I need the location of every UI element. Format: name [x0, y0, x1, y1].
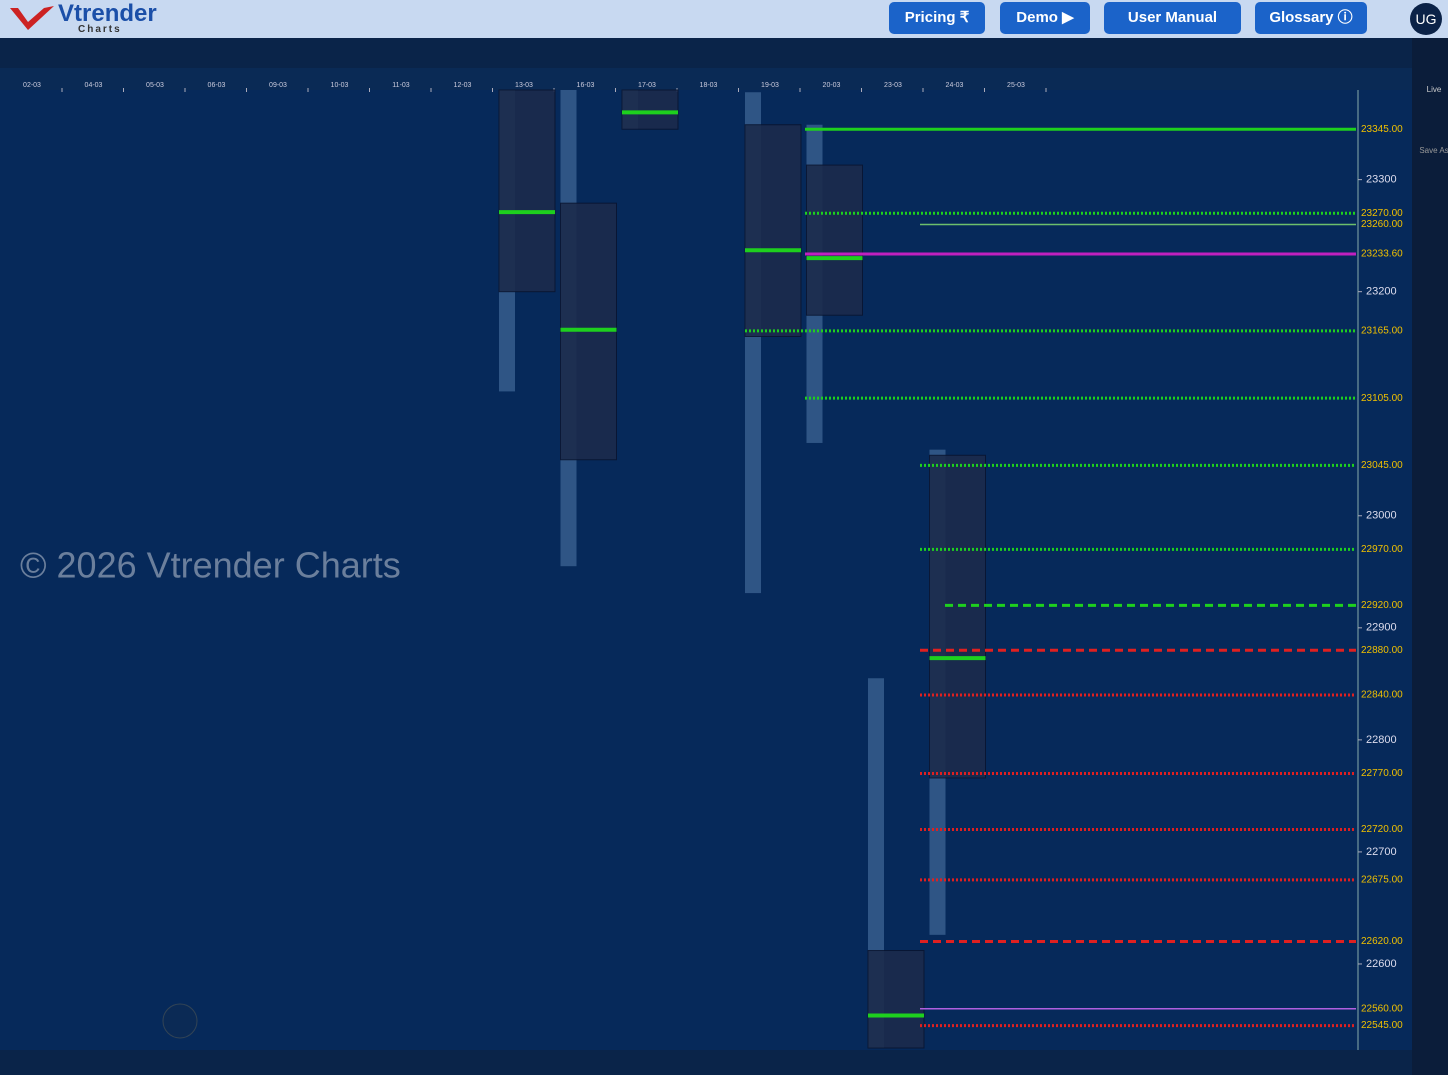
x-tick-label: 10-03 [331, 82, 349, 89]
x-tick-label: 13-03 [515, 82, 533, 89]
watermark: © 2026 Vtrender Charts [20, 545, 401, 586]
y-tick-label: 23200 [1366, 286, 1397, 298]
x-tick-label: 06-03 [208, 82, 226, 89]
value-area [806, 164, 863, 316]
demo-button[interactable]: Demo ▶ [1000, 2, 1090, 34]
sidebar-live[interactable]: Live [1427, 85, 1442, 94]
level-label: 23345.00 [1361, 124, 1403, 135]
x-tick-label: 23-03 [884, 82, 902, 89]
x-tick-label: 02-03 [23, 82, 41, 89]
level-label: 23233.60 [1361, 249, 1403, 260]
level-label: 22920.00 [1361, 600, 1403, 611]
x-tick-label: 20-03 [823, 82, 841, 89]
level-label: 22545.00 [1361, 1020, 1403, 1031]
y-tick-label: 23300 [1366, 174, 1397, 186]
logo-sub: Charts [78, 24, 122, 35]
sidebar [1412, 38, 1448, 1075]
logo-icon [8, 2, 56, 32]
x-tick-label: 05-03 [146, 82, 164, 89]
x-tick-label: 18-03 [700, 82, 718, 89]
level-label: 23165.00 [1361, 326, 1403, 337]
value-area [498, 89, 556, 293]
date-bar [0, 68, 1412, 90]
level-label: 23045.00 [1361, 460, 1403, 471]
level-label: 22970.00 [1361, 544, 1403, 555]
level-label: 22675.00 [1361, 875, 1403, 886]
bottom-bar [0, 1050, 1412, 1075]
level-label: 22840.00 [1361, 690, 1403, 701]
y-tick-label: 22800 [1366, 734, 1397, 746]
level-label: 23260.00 [1361, 219, 1403, 230]
level-label: 22720.00 [1361, 824, 1403, 835]
sidebar-save[interactable]: Save As [1419, 146, 1448, 155]
x-tick-label: 25-03 [1007, 82, 1025, 89]
value-area [929, 454, 986, 779]
y-tick-label: 22700 [1366, 846, 1397, 858]
pricing-button[interactable]: Pricing ₹ [889, 2, 985, 34]
y-tick-label: 22600 [1366, 958, 1397, 970]
x-tick-label: 17-03 [638, 82, 656, 89]
y-tick-label: 22900 [1366, 622, 1397, 634]
chart: Live Save As © 2026 Vtrender Charts 02-0… [0, 38, 1448, 1075]
value-area [621, 89, 679, 130]
level-label: 23105.00 [1361, 393, 1403, 404]
value-area [744, 124, 802, 338]
x-tick-label: 16-03 [577, 82, 595, 89]
y-tick-label: 23000 [1366, 510, 1397, 522]
fullscreen-button[interactable] [162, 1003, 198, 1039]
x-tick-label: 24-03 [946, 82, 964, 89]
toolbar [0, 38, 1412, 68]
logo: Vtrender [58, 0, 157, 27]
level-label: 22770.00 [1361, 768, 1403, 779]
level-label: 22560.00 [1361, 1003, 1403, 1014]
glossary-button[interactable]: Glossary ⓘ [1255, 2, 1367, 34]
top-bar: Vtrender Charts Pricing ₹ Demo ▶ User Ma… [0, 0, 1448, 38]
level-label: 22880.00 [1361, 645, 1403, 656]
x-tick-label: 11-03 [392, 82, 409, 89]
manual-button[interactable]: User Manual [1104, 2, 1241, 34]
x-tick-label: 04-03 [85, 82, 103, 89]
x-tick-label: 19-03 [761, 82, 779, 89]
x-tick-label: 12-03 [454, 82, 472, 89]
x-tick-label: 09-03 [269, 82, 287, 89]
level-label: 23270.00 [1361, 208, 1403, 219]
level-label: 22620.00 [1361, 936, 1403, 947]
user-avatar[interactable]: UG [1410, 3, 1442, 35]
value-area [867, 950, 925, 1049]
